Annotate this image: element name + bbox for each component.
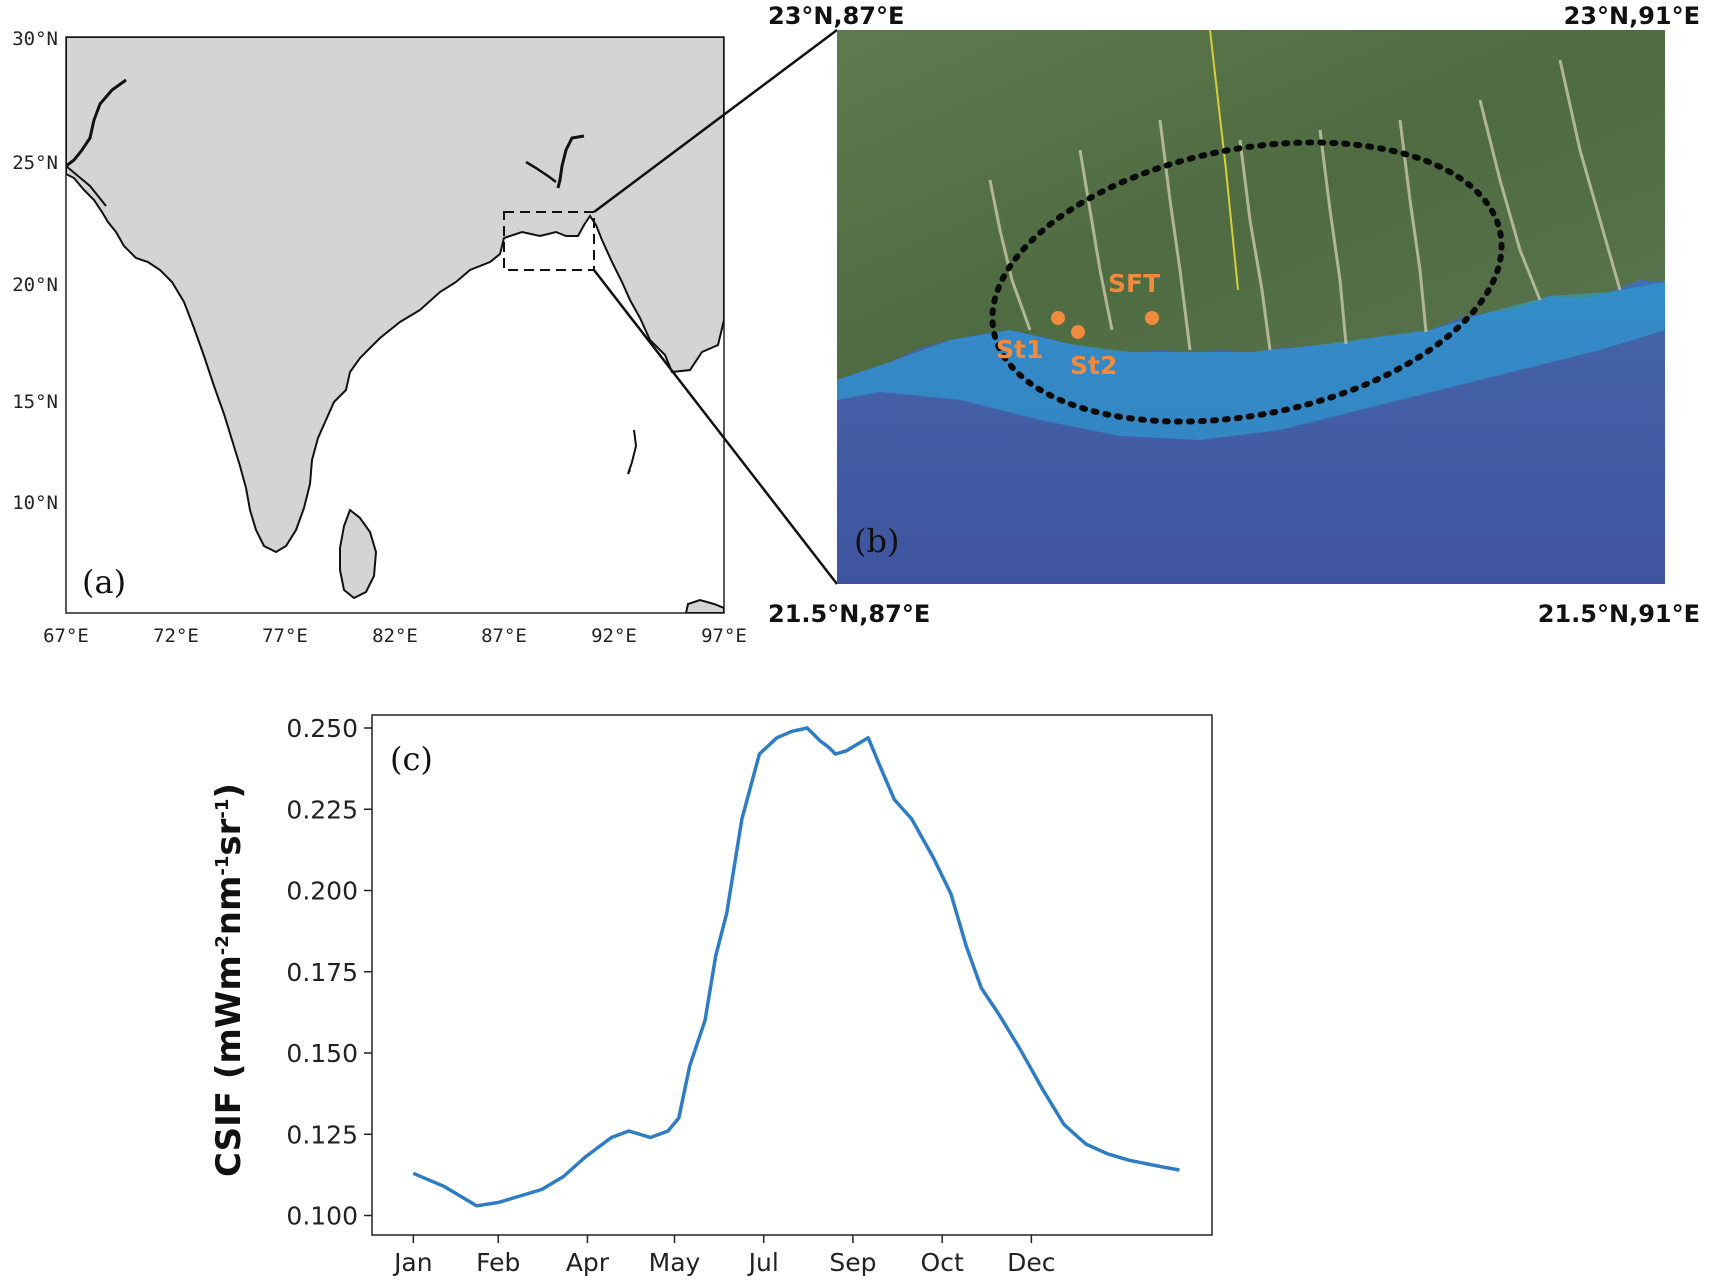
y-tick-label: 0.200 xyxy=(286,877,358,906)
lon-tick-72: 72°E xyxy=(153,625,199,647)
y-tick-label: 0.150 xyxy=(286,1039,358,1068)
map-panel-a: 30°N 25°N 20°N 15°N 10°N 67°E 72°E 77°E … xyxy=(12,28,747,647)
x-tick-label: Dec xyxy=(1007,1248,1055,1277)
y-axis-label-close: ) xyxy=(209,783,249,799)
y-axis-label: CSIF (mWm-2nm-1sr-1) xyxy=(209,783,249,1177)
lon-tick-92: 92°E xyxy=(591,625,637,647)
panel-a-label: (a) xyxy=(82,563,126,601)
corner-top-left: 23°N,87°E xyxy=(768,2,904,30)
y-axis-label-sr: sr xyxy=(209,818,249,855)
lon-tick-87: 87°E xyxy=(481,625,527,647)
x-tick-label: Feb xyxy=(476,1248,520,1277)
study-region-ellipse xyxy=(989,139,1505,425)
chart-panel-c: 0.100 0.125 0.150 0.175 0.200 0.225 0.250 Jan F… xyxy=(209,714,1213,1277)
inset-box xyxy=(503,211,595,271)
land-corner-se xyxy=(684,598,724,613)
x-axis-ticks: Jan Feb Apr May Jul Sep Oct Dec xyxy=(392,1235,1056,1277)
panel-b-label: (b) xyxy=(854,522,899,560)
x-tick-label: May xyxy=(649,1248,701,1277)
y-tick-label: 0.250 xyxy=(286,714,358,743)
coast-north-1 xyxy=(66,78,127,168)
site-st1-label: St1 xyxy=(996,335,1043,364)
land-sri-lanka xyxy=(339,508,378,600)
coast-west xyxy=(66,165,107,207)
map-panel-b: St1 St2 SFT (b) 23°N,87°E 23°N,91°E 21.5… xyxy=(768,2,1700,628)
y-tick-label: 0.225 xyxy=(286,795,358,824)
coast-north-3 xyxy=(525,160,557,183)
land-delta xyxy=(837,30,1665,380)
site-sft-label: SFT xyxy=(1108,269,1160,298)
zoom-line-bottom xyxy=(593,269,838,585)
land-andaman xyxy=(627,429,638,475)
y-axis-ticks: 0.100 0.125 0.150 0.175 0.200 0.225 0.250 xyxy=(286,714,372,1231)
y-tick-label: 0.175 xyxy=(286,958,358,987)
y-axis-label-main: CSIF (mWm xyxy=(209,955,249,1177)
lat-tick-30: 30°N xyxy=(12,28,58,50)
coast-north-2 xyxy=(556,134,585,189)
y-axis-label-exp3: -1 xyxy=(212,799,233,819)
x-tick-label: Jul xyxy=(747,1248,779,1277)
y-axis-label-exp1: -2 xyxy=(212,935,233,955)
site-sft-marker xyxy=(1145,311,1159,325)
y-tick-label: 0.125 xyxy=(286,1120,358,1149)
border-line xyxy=(1209,30,1239,291)
lat-tick-10: 10°N xyxy=(12,492,58,514)
x-tick-label: Oct xyxy=(921,1248,964,1277)
rivers xyxy=(988,59,1622,351)
csif-series-line xyxy=(412,726,1180,1208)
corner-bottom-left: 21.5°N,87°E xyxy=(768,600,930,628)
lon-tick-82: 82°E xyxy=(372,625,418,647)
site-st2-marker xyxy=(1071,325,1085,339)
lon-tick-97: 97°E xyxy=(701,625,747,647)
lat-ticks: 30°N 25°N 20°N 15°N 10°N xyxy=(12,28,58,514)
corner-top-right: 23°N,91°E xyxy=(1564,2,1700,30)
zoom-line-top xyxy=(593,28,838,214)
y-axis-label-nm: nm xyxy=(209,876,249,936)
site-st2-label: St2 xyxy=(1070,351,1117,380)
y-axis-label-exp2: -1 xyxy=(212,856,233,876)
panel-c-label: (c) xyxy=(390,740,433,778)
land-india xyxy=(66,37,724,554)
lat-tick-20: 20°N xyxy=(12,274,58,296)
lon-tick-77: 77°E xyxy=(262,625,308,647)
site-st1-marker xyxy=(1051,311,1065,325)
corner-bottom-right: 21.5°N,91°E xyxy=(1538,600,1700,628)
lon-ticks: 67°E 72°E 77°E 82°E 87°E 92°E 97°E xyxy=(43,625,747,647)
x-tick-label: Jan xyxy=(392,1248,433,1277)
shallow-shelf xyxy=(837,282,1665,440)
lat-tick-15: 15°N xyxy=(12,391,58,413)
y-tick-label: 0.100 xyxy=(286,1202,358,1231)
chart-frame xyxy=(371,714,1213,1236)
lat-tick-25: 25°N xyxy=(12,152,58,174)
lon-tick-67: 67°E xyxy=(43,625,89,647)
x-tick-label: Sep xyxy=(829,1248,876,1277)
x-tick-label: Apr xyxy=(566,1248,610,1277)
